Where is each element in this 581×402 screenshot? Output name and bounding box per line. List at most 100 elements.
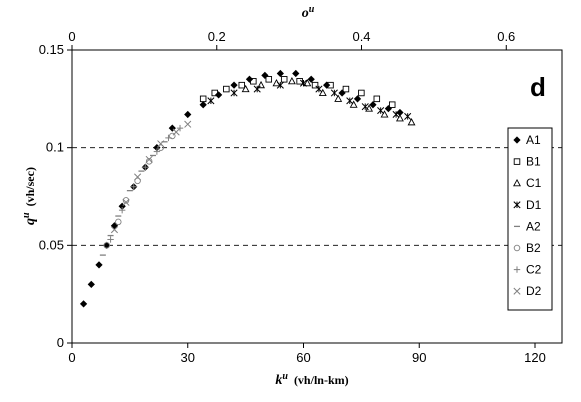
x-axis-title: ku (vh/ln-km) [275,371,348,388]
x2-axis-ticks: 0 0.2 0.4 0.6 [68,29,515,50]
y-axis-title: qu (vh/sec) [21,167,38,225]
x2-axis-title: ou [302,4,315,21]
point-d1-11 [404,112,412,120]
point-d2-6 [184,120,192,128]
y-axis-ticks: 0 0.05 0.1 0.15 [39,42,72,350]
point-a1-21 [353,95,362,103]
point-b1-10 [342,85,350,93]
point-c1-3 [287,77,296,85]
x-tick-label-3: 90 [412,350,426,365]
point-d2-1 [122,198,130,206]
point-b1-2 [223,85,230,93]
point-d2-0 [110,226,118,234]
x-tick-label-1: 30 [181,350,195,365]
x2-tick-label-3: 0.6 [497,29,515,44]
legend-marker-d1 [513,201,521,209]
legend-item-b1: B1 [513,155,541,169]
point-c2-1 [118,206,126,214]
point-b1-6 [280,76,288,83]
data-points [79,69,416,308]
legend-item-d2: D2 [513,284,542,298]
y-axis-title-main: q [23,218,38,225]
point-b1-5 [265,76,273,83]
point-b2-6 [169,132,176,140]
point-b2-2 [122,197,130,204]
point-d1-5 [315,85,323,93]
point-d2-4 [157,140,165,148]
y-axis-title-units: (vh/sec) [23,167,37,206]
point-a1-1 [87,280,95,289]
point-c1-9 [380,110,389,118]
point-c1-0 [241,84,250,93]
point-b1-3 [238,81,246,89]
point-a1-15 [261,71,269,80]
point-b2-5 [157,144,164,151]
legend-item-b2: B2 [513,241,541,255]
y-tick-label-1: 0.05 [39,237,64,252]
point-b2-4 [145,158,153,165]
x2-axis-title-sup: u [309,4,315,15]
point-c2-3 [142,164,149,171]
point-b2-0 [103,242,110,249]
point-c2-4 [153,148,161,155]
x-tick-label-0: 0 [68,350,75,365]
legend-item-c2: C2 [513,263,542,277]
point-d1-9 [377,106,385,115]
legend: A1 B1 C1 D1 A2 B2 C2 D2 [507,127,553,311]
point-d1-3 [276,81,284,89]
x-axis-title-units: (vh/ln-km) [294,373,349,387]
y-tick-label-2: 0.1 [46,140,64,155]
point-d2-3 [145,155,153,163]
point-b1-0 [199,95,207,103]
plot-area [71,49,563,344]
point-c2-5 [165,134,172,142]
point-d1-1 [230,89,238,97]
point-b1-8 [311,81,319,89]
x2-tick-label-1: 0.2 [208,29,226,44]
x2-axis-title-main: o [302,6,309,21]
legend-item-a2: A2 [514,219,541,233]
point-b2-1 [115,218,122,226]
point-c2-2 [130,183,137,190]
point-b1-7 [296,78,303,85]
x-axis-title-main: k [275,373,282,388]
y-tick-label-0: 0 [57,335,64,350]
point-a1-0 [79,300,88,308]
point-c2-6 [176,124,184,132]
point-b2-3 [134,177,141,185]
legend-item-c1: C1 [513,176,542,190]
point-d1-7 [346,97,354,105]
point-a1-13 [230,81,238,89]
x-tick-label-2: 60 [296,350,310,365]
point-a1-16 [276,69,284,78]
point-a1-2 [95,261,103,269]
point-c1-1 [257,80,266,89]
legend-label-a2: A2 [526,219,541,233]
legend-label-b2: B2 [526,241,541,255]
point-c1-10 [395,114,404,122]
panel-label: d [530,72,546,102]
y-tick-label-3: 0.15 [39,42,64,57]
point-c1-4 [303,78,312,87]
point-b1-11 [358,89,365,97]
legend-marker-c1 [513,178,521,187]
point-a1-12 [214,91,223,99]
x-tick-label-4: 120 [524,350,546,365]
legend-label-c2: C2 [526,263,542,277]
legend-marker-d2 [513,287,521,295]
legend-item-d1: D1 [513,198,542,212]
legend-marker-b1 [513,158,521,165]
point-d2-2 [134,173,142,181]
legend-label-d1: D1 [526,198,542,212]
legend-marker-b2 [513,244,521,252]
legend-label-d2: D2 [526,284,542,298]
point-a1-11 [199,101,207,109]
point-b1-1 [211,89,219,97]
point-d2-5 [172,128,180,136]
legend-box [507,127,553,311]
legend-label-c1: C1 [526,176,542,190]
point-c1-7 [349,100,358,108]
point-b1-9 [327,81,334,89]
point-d1-8 [361,103,369,111]
